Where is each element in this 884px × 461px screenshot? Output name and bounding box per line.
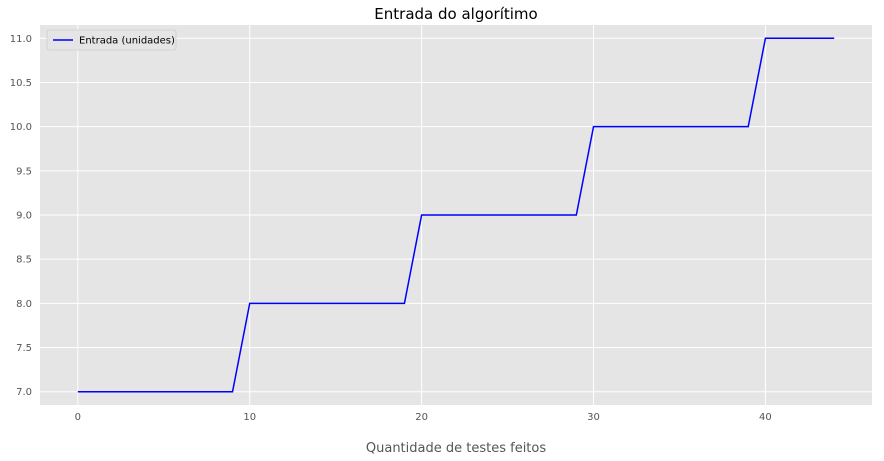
x-axis-ticks: 0 10 20 30 40 bbox=[75, 412, 772, 423]
chart-title: Entrada do algorítimo bbox=[374, 5, 537, 23]
y-tick-label: 9.0 bbox=[16, 211, 32, 222]
x-tick-label: 10 bbox=[243, 412, 256, 423]
y-tick-label: 11.0 bbox=[10, 34, 32, 45]
x-axis-label: Quantidade de testes feitos bbox=[366, 441, 546, 456]
x-tick-label: 0 bbox=[75, 412, 81, 423]
x-tick-label: 20 bbox=[415, 412, 428, 423]
y-tick-label: 10.0 bbox=[10, 122, 32, 133]
y-tick-label: 8.0 bbox=[16, 299, 32, 310]
y-tick-label: 7.5 bbox=[16, 343, 32, 354]
series-line bbox=[77, 37, 835, 393]
legend-box bbox=[46, 29, 177, 51]
legend-label: Entrada (unidades) bbox=[79, 36, 175, 47]
y-tick-label: 7.0 bbox=[16, 387, 32, 398]
series-layer bbox=[77, 37, 835, 393]
y-axis-ticks: 7.0 7.5 8.0 8.5 9.0 9.5 10.0 10.5 11.0 bbox=[10, 34, 32, 398]
legend: Entrada (unidades) bbox=[46, 29, 177, 51]
y-tick-label: 9.5 bbox=[16, 166, 32, 177]
x-tick-label: 40 bbox=[759, 412, 772, 423]
y-tick-label: 8.5 bbox=[16, 255, 32, 266]
y-tick-label: 10.5 bbox=[10, 78, 32, 89]
x-tick-label: 30 bbox=[587, 412, 600, 423]
